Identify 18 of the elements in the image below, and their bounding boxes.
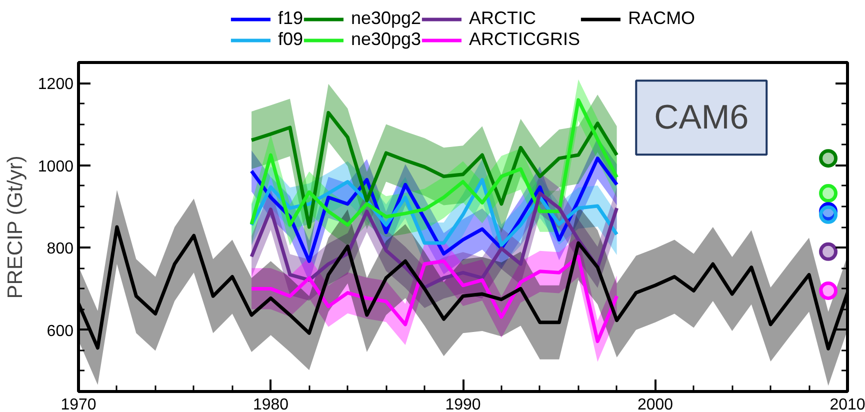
x-tick-label: 2010 [830,396,865,412]
y-tick-label: 1000 [38,158,74,176]
legend-label: f19 [278,8,303,29]
legend-label: ARCTIC [469,8,536,29]
y-tick-label: 1200 [38,76,74,94]
y-tick-label: 600 [46,322,74,340]
x-tick-label: 1990 [445,396,481,412]
x-tick-label: 2000 [637,396,674,412]
y-tick-label: 800 [46,240,74,258]
legend-label: ne30pg3 [350,29,422,50]
y-axis-title: PRECIP (Gt/yr) [4,156,27,299]
annotation: CAM6 [654,98,749,137]
legend-label: RACMO [628,8,696,29]
legend-label: ARCTICGRIS [469,29,580,50]
legend-label: f09 [278,29,303,50]
x-tick-label: 1970 [60,396,96,412]
x-tick-label: 1980 [252,396,289,412]
legend-label: ne30pg2 [350,8,422,29]
